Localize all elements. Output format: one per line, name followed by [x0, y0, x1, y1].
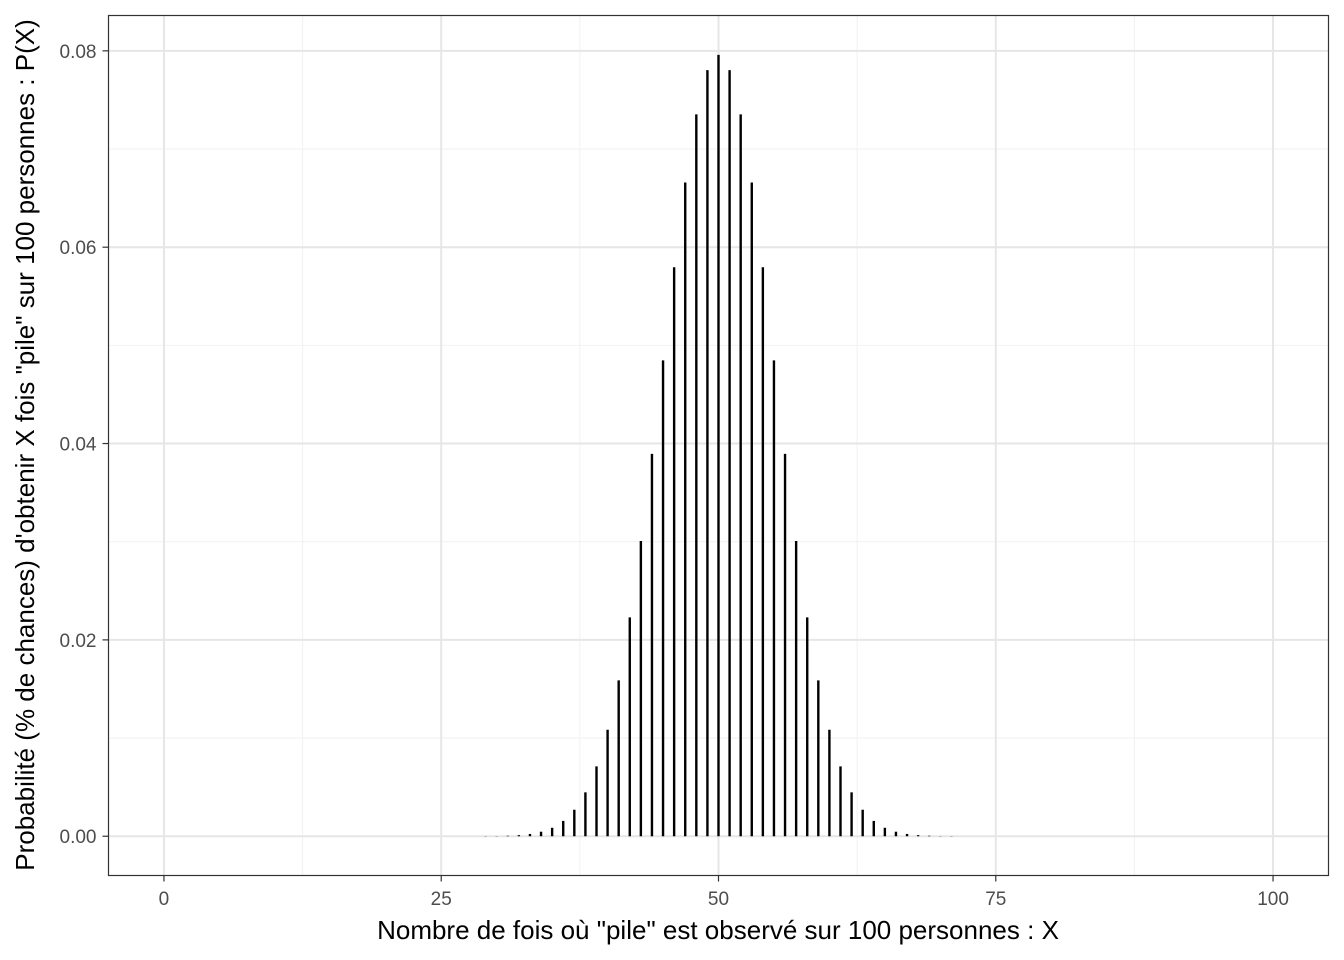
probability-bars: [484, 54, 953, 837]
x-axis: 0 25 50 75 100: [159, 875, 1289, 910]
x-tick-label: 100: [1257, 889, 1289, 910]
y-tick-label: 0.06: [60, 238, 97, 259]
x-tick-label: 75: [985, 889, 1006, 910]
y-tick-label: 0.04: [60, 435, 97, 456]
y-axis: 0.00 0.02 0.04 0.06 0.08: [60, 42, 109, 848]
y-axis-title: Probabilité (% de chances) d'obtenir X f…: [10, 19, 40, 871]
y-tick-label: 0.00: [60, 827, 97, 848]
x-tick-label: 0: [159, 889, 170, 910]
y-tick-label: 0.08: [60, 42, 97, 63]
x-tick-label: 25: [431, 889, 452, 910]
y-tick-label: 0.02: [60, 631, 97, 652]
x-tick-label: 50: [708, 889, 729, 910]
x-axis-title: Nombre de fois où "pile" est observé sur…: [377, 915, 1059, 945]
